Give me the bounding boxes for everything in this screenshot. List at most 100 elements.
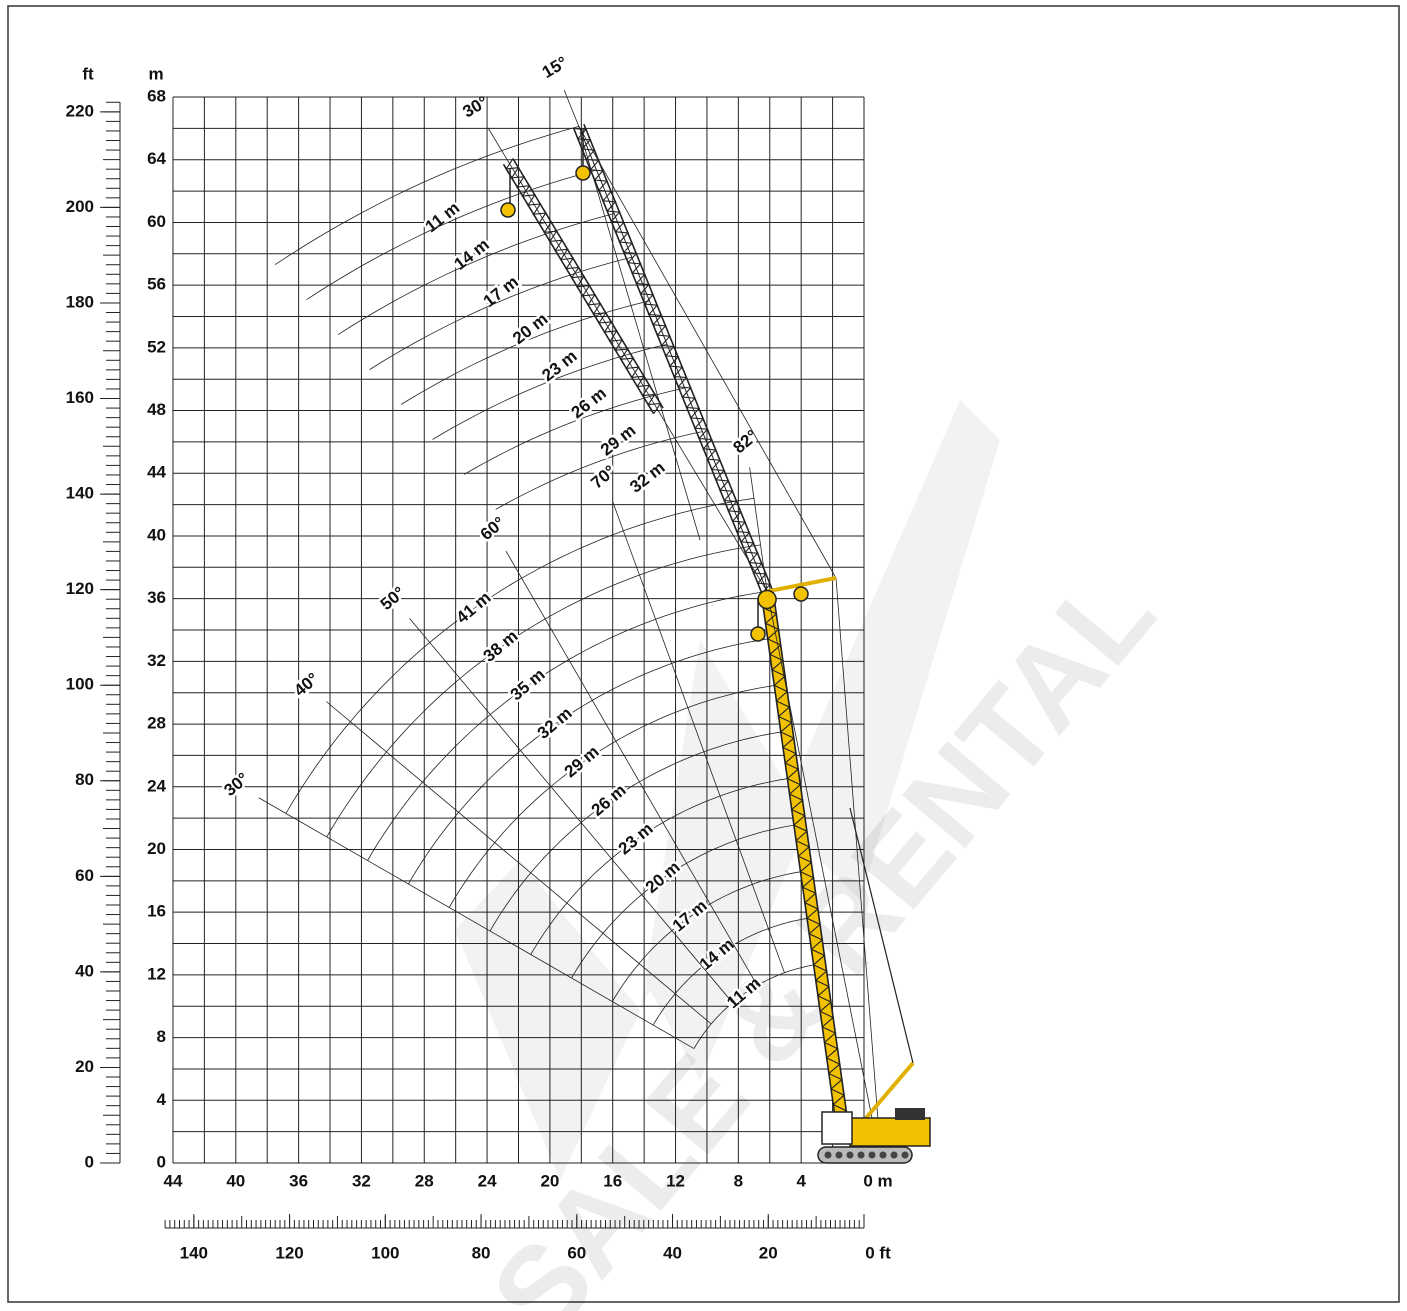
boom-length-arc <box>367 591 768 861</box>
m-tick-label: 60 <box>147 212 166 231</box>
radius-ft-label: 0 ft <box>865 1243 891 1262</box>
radius-m-label: 24 <box>478 1171 497 1190</box>
lacing <box>505 158 662 415</box>
rigging <box>578 126 837 579</box>
sheave <box>500 202 516 218</box>
boom-length-arc <box>285 497 755 814</box>
m-tick-label: 24 <box>147 776 166 795</box>
boom-angle-line <box>258 797 695 1049</box>
ft-tick-label: 180 <box>66 292 94 311</box>
boom-length-arc <box>571 823 800 979</box>
jib-length-label: 29 m <box>597 421 639 460</box>
jib-length-label: 20 m <box>509 309 551 348</box>
jib-length-arc <box>463 387 685 475</box>
boom-length-arc <box>408 637 774 885</box>
chord <box>502 163 655 415</box>
jib-length-label: 11 m <box>422 198 463 236</box>
m-tick-label: 12 <box>147 964 166 983</box>
m-unit: m <box>148 64 163 83</box>
sheave <box>750 626 766 642</box>
chord <box>572 128 763 594</box>
boom-angle-line <box>612 501 785 973</box>
radius-ft-label: 80 <box>472 1243 491 1262</box>
boom-length-arc <box>448 684 781 908</box>
ft-tick-label: 80 <box>75 770 94 789</box>
radius-ft-label: 100 <box>371 1243 399 1262</box>
m-tick-label: 44 <box>147 463 166 482</box>
rigging <box>579 131 701 541</box>
m-tick-label: 52 <box>147 337 166 356</box>
rigging <box>578 126 768 592</box>
ft-tick-label: 0 <box>85 1152 94 1171</box>
ft-tick-label: 120 <box>66 579 94 598</box>
m-tick-label: 20 <box>147 839 166 858</box>
boom-length-arc <box>530 777 794 955</box>
ft-tick-label: 140 <box>66 484 94 503</box>
mast <box>766 576 837 594</box>
boom-angle-line <box>409 618 733 1003</box>
m-tick-label: 8 <box>157 1027 166 1046</box>
boom-fill <box>761 590 850 1136</box>
m-tick-label: 28 <box>147 714 166 733</box>
m-tick-label: 4 <box>157 1090 167 1109</box>
radius-m-label: 32 <box>352 1171 371 1190</box>
sheave <box>575 165 591 181</box>
rigging <box>835 577 879 1121</box>
rigging <box>766 591 873 1119</box>
back-mast <box>864 1061 915 1120</box>
radius-ft-label: 60 <box>567 1243 586 1262</box>
ft-tick-label: 220 <box>66 101 94 120</box>
radius-m-label: 40 <box>226 1171 245 1190</box>
chord <box>512 158 664 409</box>
roller <box>835 1151 843 1159</box>
boom-angle-label: 82° <box>729 426 761 457</box>
sheave <box>757 589 777 610</box>
boom-angle-label: 60° <box>477 513 509 544</box>
boom-length-arc <box>326 544 761 838</box>
radius-m-label: 36 <box>289 1171 308 1190</box>
radius-m-label: 12 <box>666 1171 685 1190</box>
jib-offset-label: 15° <box>539 53 571 82</box>
m-tick-label: 0 <box>157 1152 166 1171</box>
radius-m-label: 16 <box>603 1171 622 1190</box>
crawler <box>817 1146 913 1164</box>
radius-ft-label: 140 <box>180 1243 208 1262</box>
boom-length-label: 41 m <box>453 588 495 627</box>
m-tick-label: 56 <box>147 275 166 294</box>
radius-ft-label: 40 <box>663 1243 682 1262</box>
cab <box>821 1111 853 1145</box>
ft-tick-label: 40 <box>75 961 94 980</box>
sheave <box>793 586 809 602</box>
jib-length-arc <box>274 126 579 266</box>
jib-length-arc <box>306 169 597 301</box>
m-tick-label: 36 <box>147 588 166 607</box>
roller <box>868 1151 876 1159</box>
radius-m-label: 44 <box>164 1171 183 1190</box>
boom-angle-label: 40° <box>290 669 322 700</box>
boom-length-arc <box>612 870 807 1002</box>
radius-m-label: 8 <box>734 1171 743 1190</box>
m-tick-label: 40 <box>147 525 166 544</box>
boom-angle-line <box>326 701 712 1025</box>
radius-ft-label: 120 <box>275 1243 303 1262</box>
boom-length-label: 35 m <box>507 665 549 704</box>
boom-length-arc <box>489 730 787 932</box>
boom-length-arc <box>693 963 820 1049</box>
boom-length-label: 23 m <box>615 819 657 858</box>
ft-tick-label: 160 <box>66 388 94 407</box>
boom-length-label: 38 m <box>480 626 522 665</box>
boom-angle-line <box>505 550 758 986</box>
counterweight <box>895 1108 925 1120</box>
lacing <box>760 591 850 1137</box>
jib-length-label: 17 m <box>480 272 522 311</box>
ft-tick-label: 200 <box>66 197 94 216</box>
frame <box>7 5 1400 1303</box>
ft-tick-label: 100 <box>66 675 94 694</box>
radius-m-label: 20 <box>540 1171 559 1190</box>
jib-length-arc <box>337 213 615 335</box>
superstructure <box>849 1117 931 1147</box>
jib-length-label: 14 m <box>451 235 493 274</box>
radius-m-label: 28 <box>415 1171 434 1190</box>
jib-length-label: 26 m <box>568 383 610 422</box>
